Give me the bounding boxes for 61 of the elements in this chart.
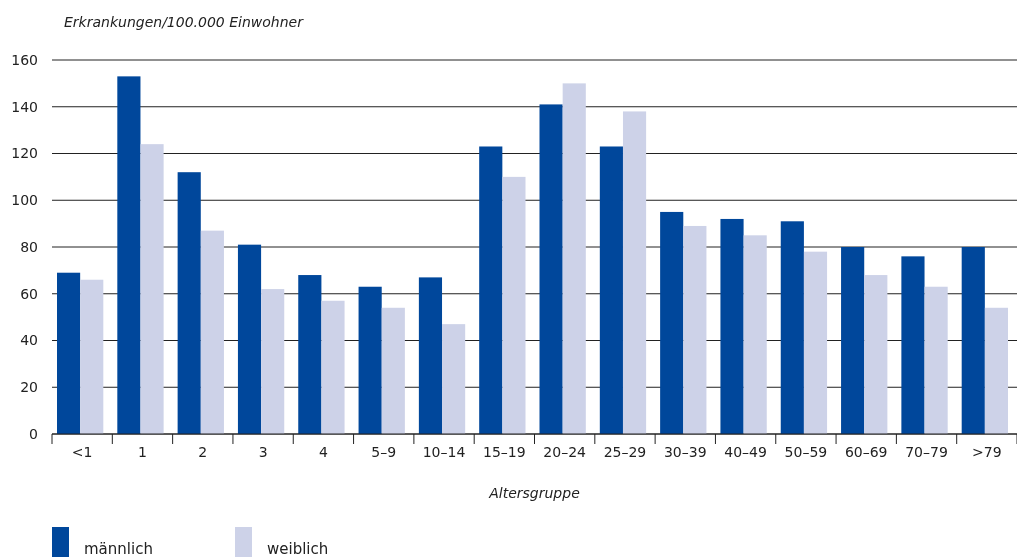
x-tick-label: 4 bbox=[318, 444, 328, 460]
bar bbox=[660, 211, 684, 434]
y-tick-label: 140 bbox=[11, 98, 38, 115]
bar bbox=[502, 176, 526, 434]
x-tick-label: 20–24 bbox=[543, 444, 587, 460]
bar bbox=[622, 111, 647, 434]
bar bbox=[901, 256, 925, 434]
bar bbox=[562, 83, 586, 434]
x-tick-label: 70–79 bbox=[905, 444, 948, 460]
bar bbox=[321, 300, 345, 434]
bar bbox=[803, 251, 828, 434]
bar bbox=[140, 144, 164, 434]
legend-label: männlich bbox=[84, 540, 153, 557]
x-axis-title: Altersgruppe bbox=[488, 485, 580, 501]
bar bbox=[298, 275, 322, 434]
bar bbox=[683, 225, 707, 434]
x-tick-label: 1 bbox=[138, 444, 147, 460]
bar bbox=[117, 76, 141, 434]
bar bbox=[720, 218, 744, 434]
y-tick-label: 40 bbox=[20, 332, 38, 349]
bar bbox=[261, 289, 285, 434]
bar bbox=[177, 172, 201, 434]
bar bbox=[539, 104, 563, 434]
bar bbox=[200, 230, 224, 434]
y-tick-label: 0 bbox=[29, 425, 38, 442]
x-tick-label: 5–9 bbox=[371, 444, 397, 460]
bar bbox=[864, 275, 888, 434]
y-tick-label: 120 bbox=[11, 145, 38, 162]
bar bbox=[743, 235, 767, 434]
bar bbox=[57, 272, 81, 434]
legend-label: weiblich bbox=[267, 540, 329, 557]
x-tick-label: 3 bbox=[258, 444, 268, 460]
x-tick-label: 50–59 bbox=[784, 444, 828, 460]
x-tick-label: 60–69 bbox=[844, 444, 888, 460]
bar bbox=[961, 247, 985, 434]
y-tick-label: 80 bbox=[20, 238, 38, 255]
bar bbox=[358, 286, 382, 434]
x-tick-label: 40–49 bbox=[724, 444, 767, 460]
x-tick-label: 30–39 bbox=[663, 444, 707, 460]
x-tick-label: 15–19 bbox=[483, 444, 526, 460]
bar bbox=[80, 279, 104, 434]
bar bbox=[381, 307, 405, 434]
x-tick-label: 10–14 bbox=[422, 444, 466, 460]
bar bbox=[418, 277, 443, 434]
bar bbox=[599, 146, 623, 434]
bar bbox=[984, 307, 1008, 434]
bar bbox=[780, 221, 804, 434]
x-tick-label: >79 bbox=[972, 444, 1002, 460]
bar bbox=[479, 146, 503, 434]
y-axis-title: Erkrankungen/100.000 Einwohner bbox=[64, 14, 305, 30]
bar bbox=[237, 244, 262, 434]
bar bbox=[841, 247, 865, 434]
y-tick-label: 20 bbox=[20, 379, 38, 396]
y-tick-label: 100 bbox=[11, 192, 38, 209]
x-tick-label: <1 bbox=[71, 444, 93, 460]
x-tick-label: 25–29 bbox=[603, 444, 647, 460]
x-tick-label: 2 bbox=[198, 444, 208, 460]
y-tick-label: 160 bbox=[11, 51, 38, 68]
bar bbox=[924, 286, 948, 434]
y-tick-label: 60 bbox=[20, 285, 38, 302]
bar bbox=[442, 324, 466, 434]
